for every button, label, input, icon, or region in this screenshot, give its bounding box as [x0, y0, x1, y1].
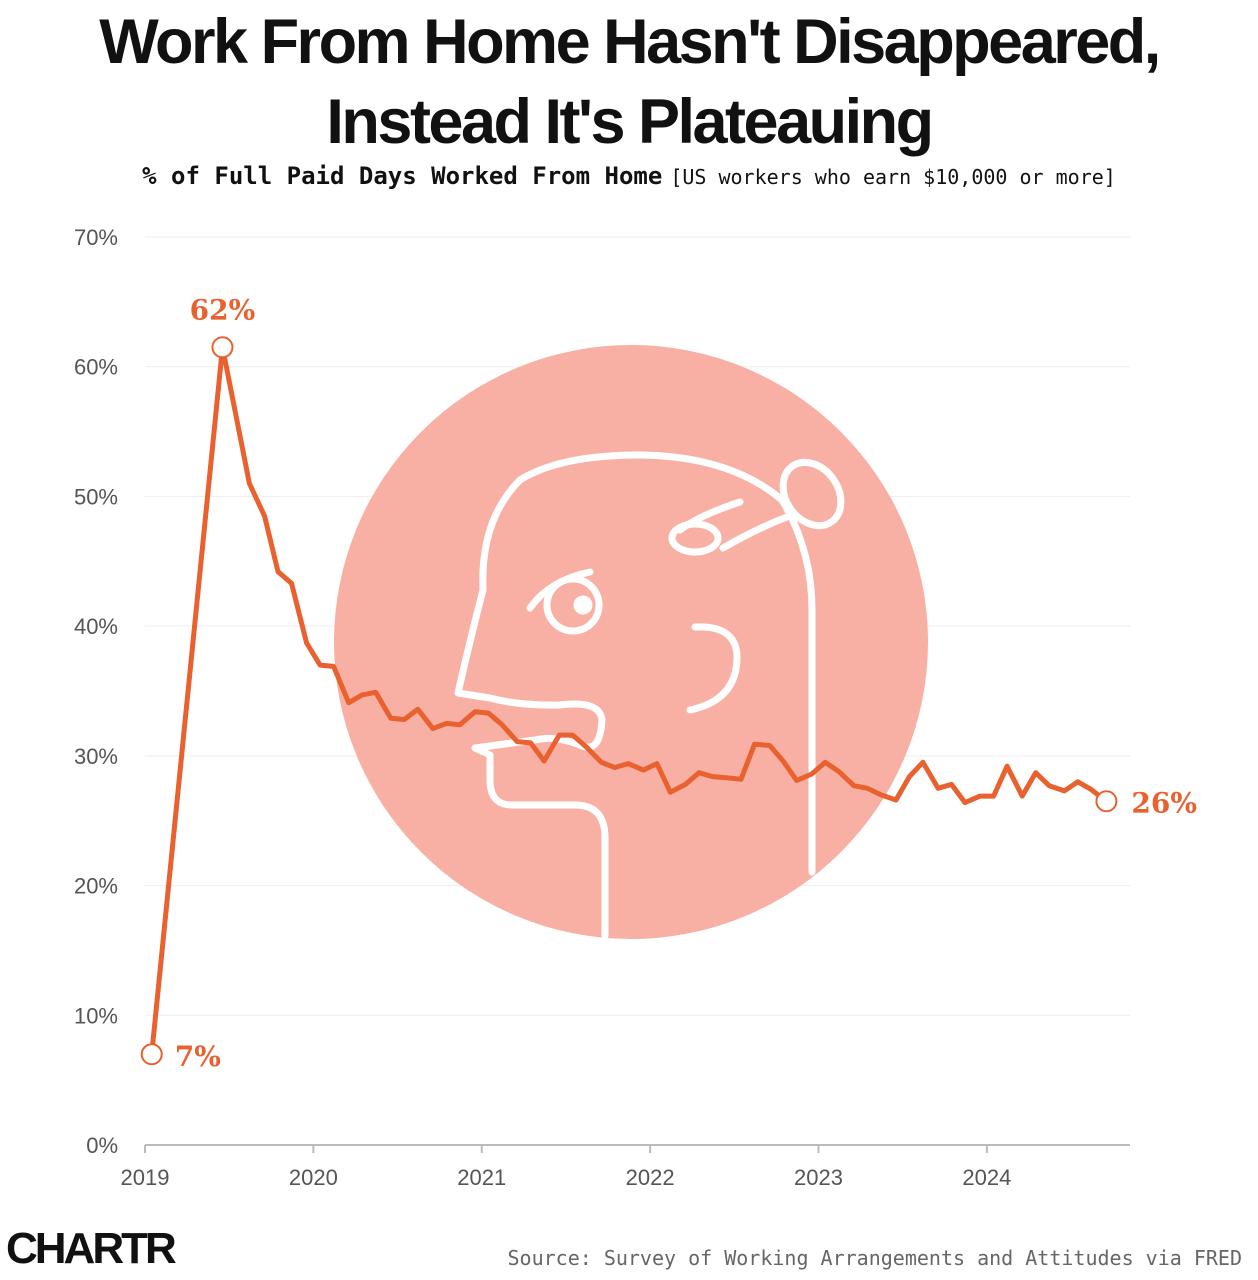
data-labels: 7% 62% 26%	[175, 293, 1197, 1073]
y-tick-label: 50%	[74, 484, 118, 509]
confused-head-with-nail-icon	[454, 451, 845, 940]
chart-title: Work From Home Hasn't Disappeared, Inste…	[0, 2, 1258, 162]
source-note: Source: Survey of Working Arrangements a…	[507, 1246, 1242, 1270]
data-label: 62%	[190, 293, 256, 326]
y-axis-tick-labels: 0% 10% 20% 30% 40% 50% 60% 70%	[74, 225, 118, 1158]
end-markers	[140, 336, 1118, 1066]
illustration	[334, 345, 928, 940]
y-tick-label: 10%	[74, 1003, 118, 1028]
y-tick-label: 70%	[74, 225, 118, 250]
x-tick-label: 2024	[962, 1165, 1011, 1190]
y-tick-label: 60%	[74, 355, 118, 380]
line-chart: 0% 10% 20% 30% 40% 50% 60% 70% 2019 2020 2021 2022…	[74, 225, 1197, 1190]
y-tick-label: 30%	[74, 744, 118, 769]
data-point-marker	[140, 1043, 163, 1066]
illustration-circle	[334, 345, 928, 939]
data-point-marker	[211, 336, 234, 359]
data-label: 7%	[175, 1040, 221, 1073]
x-tick-label: 2021	[457, 1165, 506, 1190]
chart-subtitle-main: % of Full Paid Days Worked From Home	[142, 162, 663, 190]
x-axis-tick-labels: 2019 2020 2021 2022 2023 2024	[121, 1165, 1012, 1190]
chart-title-line-2: Instead It's Plateauing	[326, 87, 934, 157]
y-tick-label: 0%	[86, 1133, 118, 1158]
x-tick-label: 2020	[289, 1165, 338, 1190]
series-line	[149, 344, 1109, 1057]
chart-subtitle-note: [US workers who earn $10,000 or more]	[670, 165, 1116, 189]
axes	[144, 1144, 1130, 1153]
y-tick-label: 20%	[74, 874, 118, 899]
chartr-logo: CHARTR	[6, 1224, 177, 1273]
chart-subtitle: % of Full Paid Days Worked From Home [US …	[0, 162, 1258, 190]
x-tick-label: 2023	[794, 1165, 843, 1190]
data-point-marker	[1095, 790, 1118, 813]
chart-title-line-1: Work From Home Hasn't Disappeared,	[99, 7, 1161, 77]
x-tick-label: 2022	[626, 1165, 675, 1190]
data-label: 26%	[1131, 786, 1197, 819]
x-tick-label: 2019	[121, 1165, 170, 1190]
y-tick-label: 40%	[74, 614, 118, 639]
